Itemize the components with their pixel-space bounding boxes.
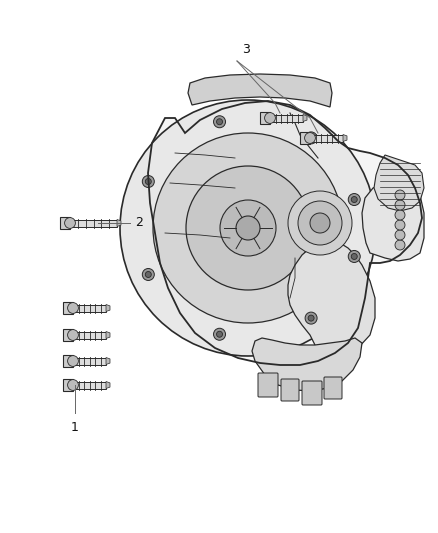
Polygon shape <box>117 220 121 227</box>
Polygon shape <box>73 358 106 365</box>
Polygon shape <box>106 382 110 389</box>
FancyBboxPatch shape <box>302 381 322 405</box>
Circle shape <box>186 166 310 290</box>
Circle shape <box>214 116 226 128</box>
Polygon shape <box>270 115 303 122</box>
Text: 1: 1 <box>71 421 79 434</box>
Polygon shape <box>63 302 73 314</box>
Circle shape <box>67 379 78 390</box>
FancyBboxPatch shape <box>258 373 278 397</box>
Circle shape <box>216 119 223 125</box>
FancyBboxPatch shape <box>281 379 299 401</box>
Circle shape <box>67 329 78 341</box>
Polygon shape <box>252 338 362 391</box>
Circle shape <box>308 135 314 141</box>
Circle shape <box>348 193 360 206</box>
Text: 3: 3 <box>242 43 250 56</box>
Circle shape <box>395 190 405 200</box>
Polygon shape <box>374 155 424 211</box>
Circle shape <box>395 200 405 210</box>
Circle shape <box>305 312 317 324</box>
Polygon shape <box>60 217 70 229</box>
FancyBboxPatch shape <box>324 377 342 399</box>
Circle shape <box>395 230 405 240</box>
Polygon shape <box>106 358 110 365</box>
Circle shape <box>64 217 75 229</box>
Polygon shape <box>70 220 117 227</box>
Polygon shape <box>300 132 310 144</box>
Circle shape <box>310 213 330 233</box>
Circle shape <box>308 315 314 321</box>
Polygon shape <box>288 241 375 358</box>
Text: 2: 2 <box>135 216 143 230</box>
Circle shape <box>67 303 78 313</box>
Polygon shape <box>260 112 270 124</box>
Circle shape <box>305 132 317 144</box>
Polygon shape <box>106 304 110 311</box>
Polygon shape <box>362 181 424 261</box>
Polygon shape <box>343 134 347 141</box>
Polygon shape <box>148 101 422 365</box>
Circle shape <box>145 179 151 184</box>
Circle shape <box>298 201 342 245</box>
Circle shape <box>351 197 357 203</box>
Polygon shape <box>188 74 332 107</box>
Circle shape <box>142 269 154 280</box>
Polygon shape <box>303 115 307 122</box>
Circle shape <box>351 254 357 260</box>
Polygon shape <box>106 332 110 338</box>
Polygon shape <box>63 329 73 341</box>
Circle shape <box>236 216 260 240</box>
Polygon shape <box>310 134 343 141</box>
Circle shape <box>395 240 405 250</box>
Polygon shape <box>73 382 106 389</box>
Circle shape <box>348 251 360 262</box>
Polygon shape <box>73 332 106 338</box>
Polygon shape <box>73 304 106 311</box>
Circle shape <box>304 133 315 143</box>
Circle shape <box>67 356 78 366</box>
Circle shape <box>214 328 226 340</box>
Circle shape <box>153 133 343 323</box>
Circle shape <box>220 200 276 256</box>
Circle shape <box>395 220 405 230</box>
Circle shape <box>265 112 276 124</box>
Circle shape <box>395 210 405 220</box>
Circle shape <box>288 191 352 255</box>
Polygon shape <box>63 379 73 391</box>
Polygon shape <box>63 355 73 367</box>
Circle shape <box>145 271 151 278</box>
Circle shape <box>216 331 223 337</box>
Circle shape <box>120 100 376 356</box>
Circle shape <box>142 175 154 188</box>
